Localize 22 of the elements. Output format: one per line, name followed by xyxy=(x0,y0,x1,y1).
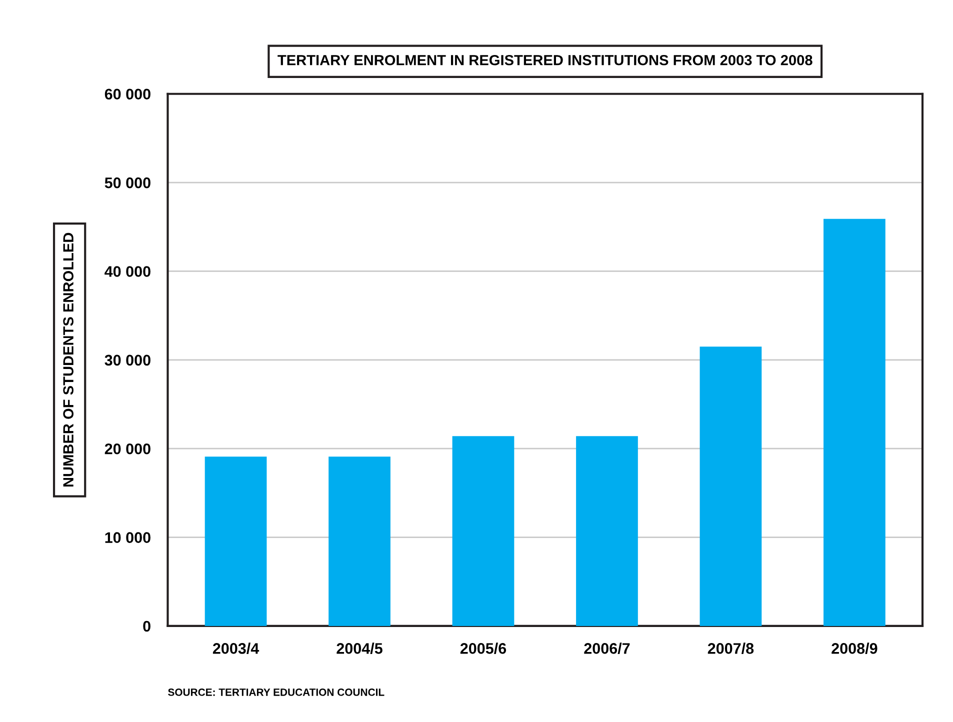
x-tick-label: 2003/4 xyxy=(212,642,260,654)
x-tick-label: 2005/6 xyxy=(460,642,506,654)
x-tick-label: 2008/9 xyxy=(832,642,878,654)
y-tick-label: 20 000 xyxy=(104,443,150,454)
bar xyxy=(576,436,638,626)
y-tick-label: 50 000 xyxy=(104,177,150,188)
y-tick-label: 0 xyxy=(143,620,150,632)
source-note: SOURCE: TERTIARY EDUCATION COUNCIL xyxy=(168,688,384,696)
y-tick-label: 10 000 xyxy=(105,532,150,543)
y-tick-label: 30 000 xyxy=(104,354,150,366)
bar xyxy=(700,346,762,626)
y-tick-label: 60 000 xyxy=(104,88,150,100)
bar xyxy=(452,436,514,626)
x-tick-label: 2007/8 xyxy=(708,642,754,654)
bar xyxy=(328,456,390,626)
x-tick-label: 2004/5 xyxy=(336,642,382,654)
x-tick-label: 2006/7 xyxy=(584,642,630,654)
bar xyxy=(824,218,886,626)
bar xyxy=(204,456,267,626)
chart-title: TERTIARY ENROLMENT IN REGISTERED INSTITUTIONS FROM 2003 TO 2008 xyxy=(278,54,812,66)
y-tick-label: 40 000 xyxy=(104,266,150,277)
y-axis-title: NUMBER OF STUDENTS ENROLLED xyxy=(63,232,74,487)
